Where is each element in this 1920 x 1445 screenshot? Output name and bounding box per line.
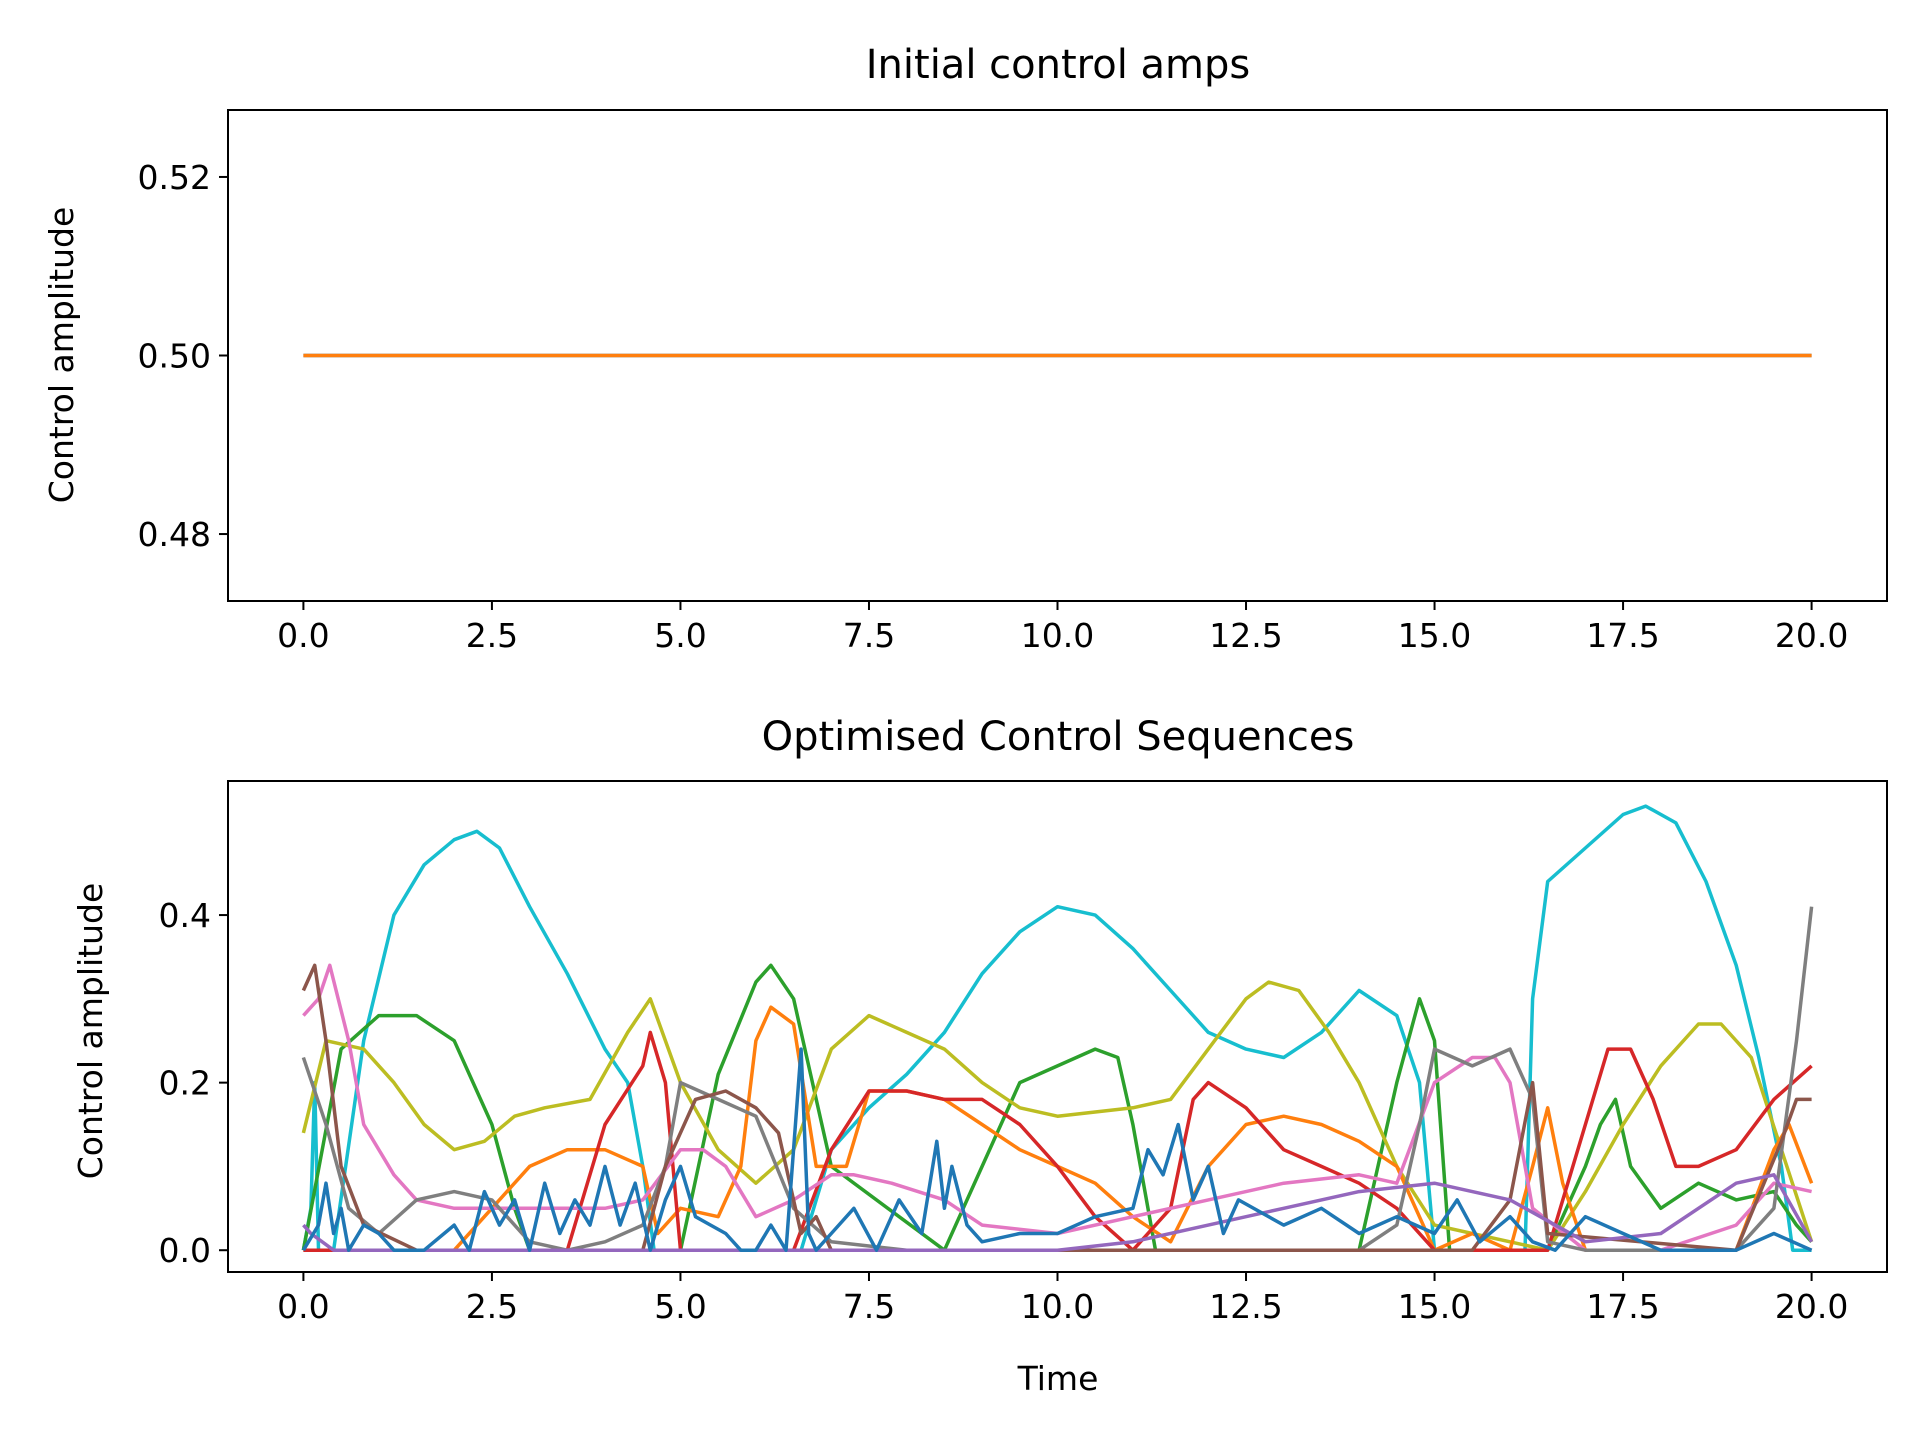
- optimised-series-line-9: [301, 1047, 1813, 1252]
- initial-xtick-label: 2.5: [466, 616, 518, 655]
- optimised-control-sequences-frame: [227, 780, 1888, 1273]
- optimised-control-sequences-axes: Optimised Control Sequences Control ampl…: [71, 714, 1888, 1398]
- optimised-xtick-label: 0.0: [277, 1287, 329, 1326]
- optimised-xtick-label: 2.5: [466, 1287, 518, 1326]
- initial-xtick-label: 20.0: [1775, 616, 1848, 655]
- initial-ytick-label: 0.52: [138, 158, 211, 197]
- optimised-xtick-label: 20.0: [1775, 1287, 1848, 1326]
- time-xlabel: Time: [1017, 1359, 1099, 1398]
- optimised-xtick-label: 12.5: [1209, 1287, 1282, 1326]
- optimised-series-line-8: [302, 1173, 1814, 1252]
- initial-xtick-label: 17.5: [1586, 616, 1659, 655]
- optimised-series-line-4: [303, 1030, 1813, 1252]
- initial-xtick-label: 7.5: [843, 616, 895, 655]
- optimised-series-line-0: [301, 804, 1812, 1252]
- optimised-control-sequences-title: Optimised Control Sequences: [762, 714, 1355, 760]
- optimised-control-sequences-ylabel: Control amplitude: [71, 883, 110, 1180]
- optimised-series-line-1: [301, 963, 1813, 1252]
- optimised-xtick-label: 10.0: [1021, 1287, 1094, 1326]
- initial-control-amps-axes: Initial control amps Control amplitude 0…: [42, 42, 1888, 655]
- optimised-ytick-label: 0.2: [159, 1064, 211, 1103]
- optimised-xtick-label: 5.0: [654, 1287, 706, 1326]
- optimised-ytick-label: 0.4: [159, 896, 211, 935]
- initial-xtick-label: 15.0: [1398, 616, 1471, 655]
- optimised-control-sequences-ticks: 0.0 2.5 5.0 7.5 10.0 12.5 15.0 17.5 20.0 0.0 0.2 0.…: [159, 896, 1849, 1326]
- optimised-xtick-label: 15.0: [1398, 1287, 1471, 1326]
- initial-control-amps-ticks: 0.0 2.5 5.0 7.5 10.0 12.5 15.0 17.5 20.0 0.48 0.50…: [138, 158, 1849, 655]
- optimised-xtick-label: 7.5: [843, 1287, 895, 1326]
- initial-xtick-label: 5.0: [654, 616, 706, 655]
- optimised-xtick-label: 17.5: [1586, 1287, 1659, 1326]
- initial-ytick-label: 0.50: [138, 337, 211, 376]
- optimised-ytick-label: 0.0: [159, 1231, 211, 1270]
- optimised-control-sequences-series: [301, 804, 1814, 1252]
- initial-ytick-label: 0.48: [138, 515, 211, 554]
- initial-xtick-label: 0.0: [277, 616, 329, 655]
- initial-xtick-label: 10.0: [1021, 616, 1094, 655]
- initial-control-amps-ylabel: Control amplitude: [42, 207, 81, 504]
- initial-control-amps-frame: [227, 109, 1888, 602]
- initial-xtick-label: 12.5: [1209, 616, 1282, 655]
- initial-control-amps-title: Initial control amps: [866, 42, 1250, 88]
